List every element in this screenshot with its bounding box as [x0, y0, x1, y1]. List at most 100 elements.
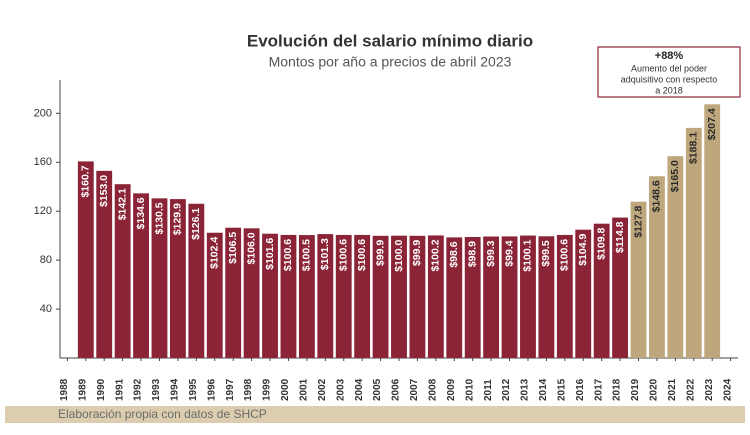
x-tick-label: 2005 — [372, 378, 383, 401]
value-label: $99.5 — [540, 240, 552, 266]
value-label: $100.6 — [559, 239, 571, 271]
bar — [225, 227, 242, 358]
value-label: $142.1 — [116, 188, 128, 220]
x-tick-label: 1996 — [206, 378, 217, 401]
value-label: $102.4 — [209, 237, 221, 269]
bar — [114, 184, 131, 358]
x-tick-label: 1992 — [133, 378, 144, 401]
x-tick-label: 2019 — [630, 378, 641, 401]
value-label: $153.0 — [98, 175, 110, 207]
value-label: $114.8 — [614, 221, 626, 253]
annotation-text: adquisitivo con respecto — [621, 74, 718, 84]
x-tick-label: 2009 — [446, 378, 457, 401]
x-tick-label: 1994 — [170, 378, 181, 401]
x-tick-label: 2022 — [685, 378, 696, 401]
x-tick-label: 2024 — [722, 378, 733, 401]
value-label: $100.0 — [393, 240, 405, 272]
x-tick-label: 2008 — [427, 378, 438, 401]
value-label: $188.1 — [688, 132, 700, 164]
x-tick-label: 1997 — [225, 378, 236, 401]
bar — [77, 161, 94, 358]
value-label: $99.9 — [411, 240, 423, 266]
bar — [206, 232, 223, 358]
x-tick-label: 1991 — [114, 378, 125, 401]
value-label: $126.1 — [190, 208, 202, 240]
value-label: $98.9 — [466, 241, 478, 267]
x-tick-label: 2016 — [575, 378, 586, 401]
value-label: $127.8 — [632, 206, 644, 238]
bar — [685, 127, 702, 358]
x-tick-label: 2010 — [464, 378, 475, 401]
y-tick-label: 120 — [34, 205, 52, 217]
bar — [630, 201, 647, 358]
y-tick-label: 40 — [40, 303, 52, 315]
bar — [667, 156, 684, 358]
value-label: $106.5 — [227, 232, 239, 264]
bar — [280, 234, 297, 358]
value-label: $99.4 — [503, 240, 515, 266]
bar — [335, 234, 352, 358]
bar — [464, 237, 481, 358]
x-tick-label: 2007 — [409, 378, 420, 401]
bar — [612, 217, 629, 358]
bar — [298, 235, 315, 358]
x-tick-label: 2014 — [538, 378, 549, 401]
footer-text: Elaboración propia con datos de SHCP — [58, 407, 267, 421]
x-tick-label: 1995 — [188, 378, 199, 401]
bar — [188, 203, 205, 358]
annotation-text: a 2018 — [655, 85, 683, 95]
value-label: $160.7 — [80, 165, 92, 197]
annotation-text: Aumento del poder — [631, 63, 707, 73]
value-label: $100.6 — [338, 239, 350, 271]
x-tick-label: 2003 — [335, 378, 346, 401]
x-tick-label: 2011 — [483, 379, 494, 401]
value-label: $99.3 — [485, 240, 497, 266]
x-tick-label: 2018 — [612, 378, 623, 401]
value-label: $101.6 — [264, 238, 276, 270]
x-tick-label: 2001 — [299, 378, 310, 401]
value-label: $106.0 — [245, 232, 257, 264]
bar — [520, 235, 536, 358]
bar — [446, 237, 463, 358]
bar — [317, 234, 334, 358]
x-tick-label: 1993 — [151, 378, 162, 401]
y-tick-label: 80 — [40, 254, 52, 266]
bar — [243, 228, 260, 358]
x-tick-label: 2013 — [520, 378, 531, 401]
value-label: $100.1 — [522, 239, 534, 271]
x-tick-label: 2006 — [391, 378, 402, 401]
value-label: $104.9 — [577, 234, 589, 266]
value-label: $134.6 — [135, 197, 147, 229]
bar — [151, 198, 168, 358]
x-tick-label: 1990 — [96, 378, 107, 401]
bar — [538, 236, 555, 358]
value-label: $100.6 — [356, 239, 368, 271]
value-label: $207.4 — [706, 108, 718, 140]
value-label: $165.0 — [669, 160, 681, 192]
y-tick-label: 160 — [34, 156, 52, 168]
value-label: $99.9 — [374, 240, 386, 266]
value-label: $98.6 — [448, 241, 460, 267]
x-tick-label: 2017 — [593, 378, 604, 401]
value-label: $148.6 — [651, 180, 663, 212]
value-label: $109.8 — [595, 228, 607, 260]
footer-band — [5, 406, 745, 423]
bar — [354, 234, 371, 358]
x-tick-label: 1988 — [59, 378, 70, 401]
bar — [593, 223, 610, 358]
value-label: $100.6 — [282, 239, 294, 271]
x-tick-label: 1989 — [77, 378, 88, 401]
bar — [409, 235, 426, 358]
value-label: $130.5 — [153, 202, 165, 234]
value-label: $129.9 — [172, 203, 184, 235]
bar — [391, 235, 407, 358]
value-label: $100.2 — [430, 239, 442, 271]
bar — [704, 104, 721, 358]
x-tick-label: 2015 — [556, 378, 567, 401]
x-tick-label: 2021 — [667, 378, 678, 401]
bar — [133, 193, 149, 358]
annotation-headline: +88% — [655, 50, 684, 62]
x-tick-label: 2023 — [704, 378, 715, 401]
x-tick-label: 2000 — [280, 378, 291, 401]
